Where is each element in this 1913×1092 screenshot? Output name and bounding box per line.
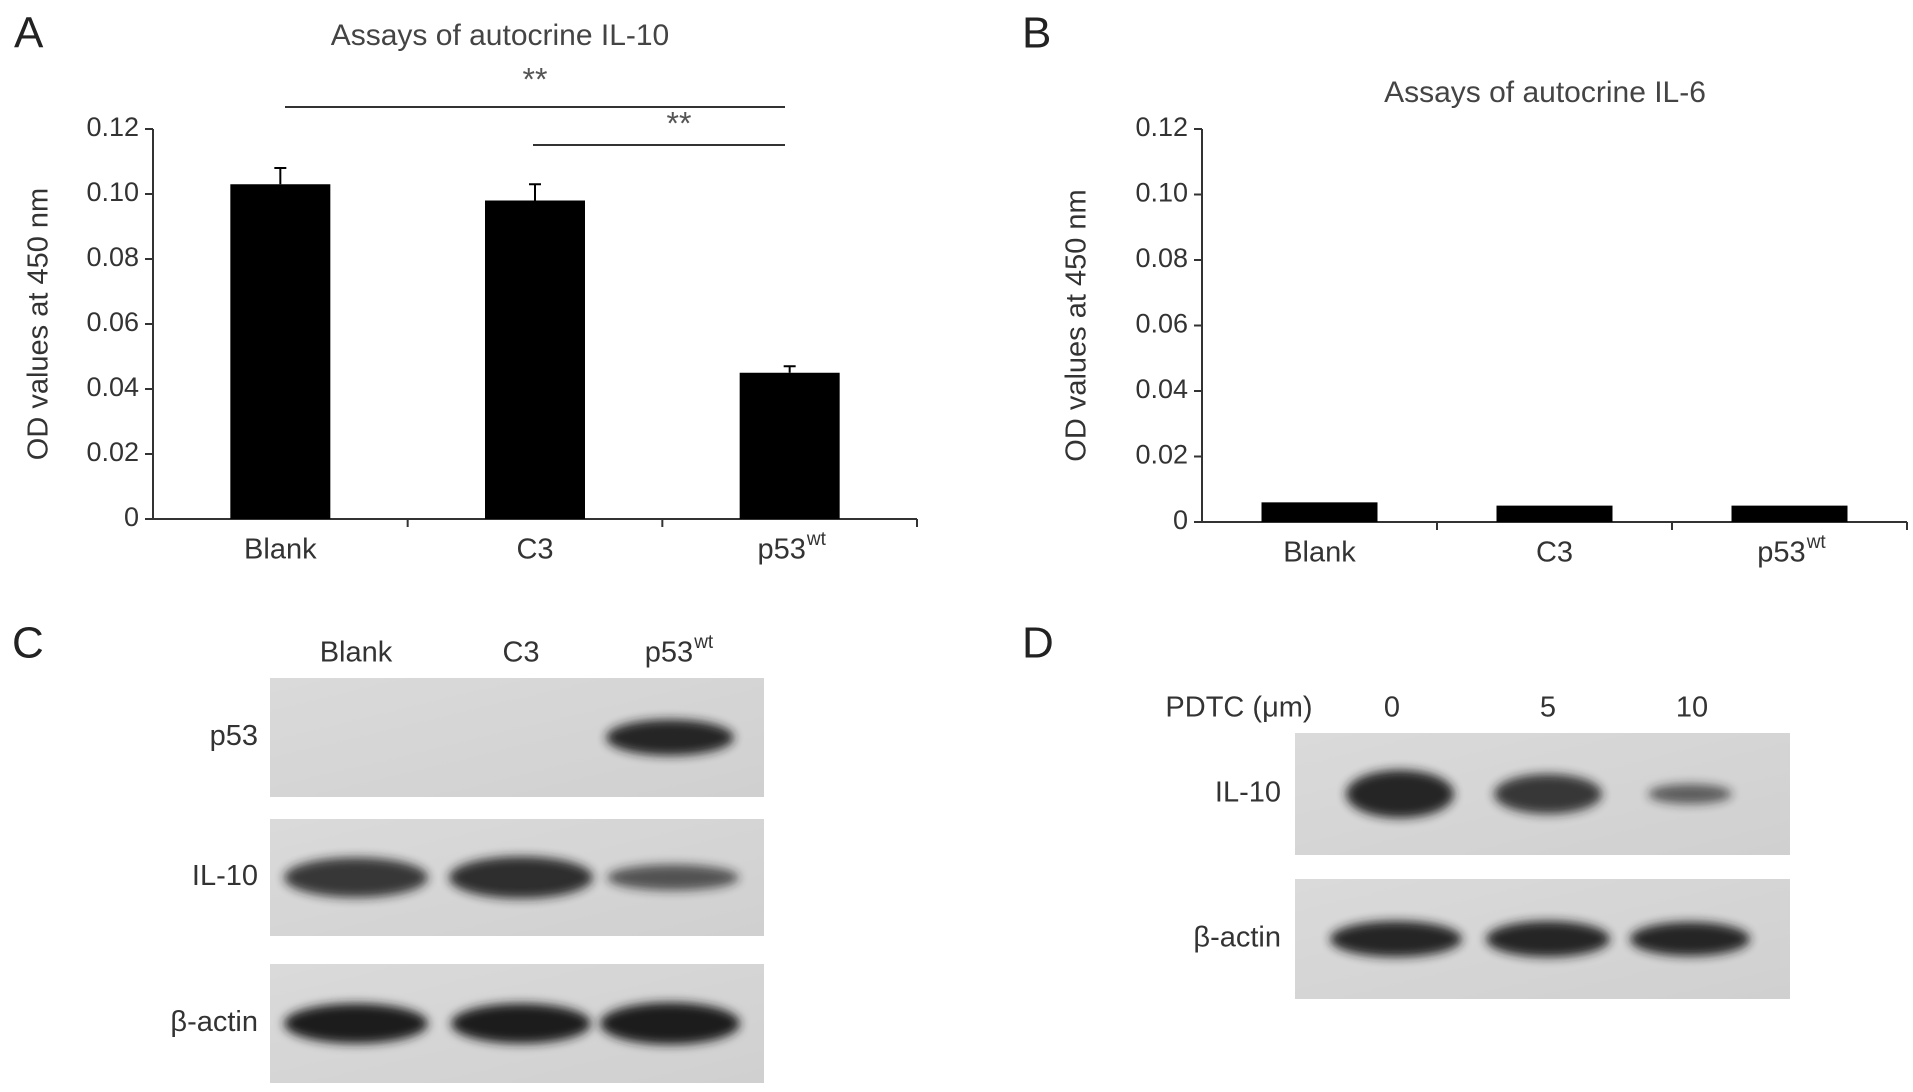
- category-label: Blank: [1283, 537, 1356, 569]
- y-tick-label: 0.04: [1135, 374, 1188, 404]
- bar: [1496, 505, 1613, 522]
- category-label: p53: [1757, 537, 1805, 569]
- category-label: p53: [645, 637, 693, 669]
- y-tick-label: 0.04: [86, 372, 139, 402]
- panel-letter: B: [1022, 9, 1051, 58]
- y-tick-label: 0.12: [86, 112, 139, 142]
- lane-label: 5: [1540, 692, 1556, 724]
- chart-title: Assays of autocrine IL-10: [331, 19, 670, 52]
- panel-letter: D: [1022, 619, 1054, 668]
- bar: [1731, 505, 1848, 522]
- row-label: IL-10: [192, 860, 258, 892]
- chart-title: Assays of autocrine IL-6: [1384, 76, 1706, 109]
- y-axis-label: OD values at 450 nm: [23, 188, 55, 460]
- lane-label: 10: [1676, 692, 1708, 724]
- y-tick-label: 0: [1173, 505, 1188, 535]
- row-label: p53: [210, 720, 258, 752]
- y-tick-label: 0.10: [86, 177, 139, 207]
- blot-band: [1494, 774, 1602, 814]
- blot-band: [1630, 922, 1750, 956]
- row-label: β-actin: [1193, 922, 1281, 954]
- blot-band: [1346, 770, 1454, 818]
- significance-label: **: [667, 105, 692, 141]
- blot-band: [600, 1002, 740, 1045]
- bar: [230, 184, 331, 519]
- y-tick-label: 0.08: [1135, 243, 1188, 273]
- category-label: Blank: [320, 637, 393, 669]
- row-label: β-actin: [170, 1006, 258, 1038]
- blot-band: [1486, 921, 1610, 957]
- category-superscript: wt: [1806, 532, 1827, 553]
- category-superscript: wt: [806, 529, 827, 550]
- bar: [1261, 502, 1378, 522]
- y-tick-label: 0.02: [1135, 440, 1188, 470]
- y-tick-label: 0.02: [86, 437, 139, 467]
- bar: [485, 200, 585, 519]
- blot-header: PDTC (μm): [1165, 692, 1312, 724]
- y-tick-label: 0.06: [1135, 309, 1188, 339]
- blot-band: [606, 719, 734, 756]
- category-label: C3: [1536, 537, 1573, 569]
- bar: [739, 372, 840, 519]
- category-label: p53: [757, 534, 805, 566]
- blot-band: [451, 1003, 591, 1044]
- panel-letter: C: [12, 619, 44, 668]
- category-label: Blank: [244, 534, 317, 566]
- blot-band: [449, 856, 593, 899]
- row-label: IL-10: [1215, 777, 1281, 809]
- blot-band: [284, 1003, 428, 1044]
- category-label: C3: [502, 637, 539, 669]
- y-tick-label: 0.08: [86, 242, 139, 272]
- blot-band: [1330, 921, 1462, 957]
- significance-label: **: [523, 61, 548, 97]
- blot-band: [607, 864, 739, 891]
- y-tick-label: 0.06: [86, 307, 139, 337]
- lane-label: 0: [1384, 692, 1400, 724]
- y-tick-label: 0.10: [1135, 178, 1188, 208]
- panel-letter: A: [14, 9, 44, 58]
- blot-band: [1648, 784, 1732, 804]
- y-tick-label: 0.12: [1135, 112, 1188, 142]
- category-label: C3: [516, 534, 553, 566]
- category-superscript: wt: [693, 632, 714, 653]
- blot-band: [284, 857, 428, 898]
- y-axis-label: OD values at 450 nm: [1061, 189, 1093, 461]
- y-tick-label: 0: [124, 502, 139, 532]
